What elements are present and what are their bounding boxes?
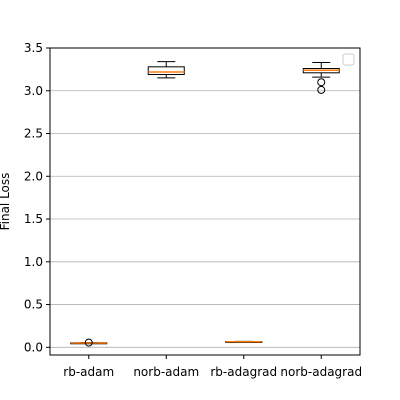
- y-tick-label: 1.0: [24, 255, 43, 269]
- y-tick-label: 3.0: [24, 84, 43, 98]
- y-tick-label: 2.0: [24, 169, 43, 183]
- y-tick-label: 0.5: [24, 298, 43, 312]
- x-tick-label: rb-adagrad: [210, 365, 277, 379]
- y-tick-label: 3.5: [24, 41, 43, 55]
- x-tick-label: rb-adam: [63, 365, 114, 379]
- x-tick-label: norb-adagrad: [280, 365, 362, 379]
- y-tick-label: 1.5: [24, 212, 43, 226]
- y-tick-label: 2.5: [24, 127, 43, 141]
- y-axis-label: Final Loss: [0, 173, 12, 231]
- legend-box: [343, 54, 354, 65]
- x-tick-label: norb-adam: [133, 365, 199, 379]
- box-rb-adagrad: [226, 341, 262, 342]
- y-tick-label: 0.0: [24, 340, 43, 354]
